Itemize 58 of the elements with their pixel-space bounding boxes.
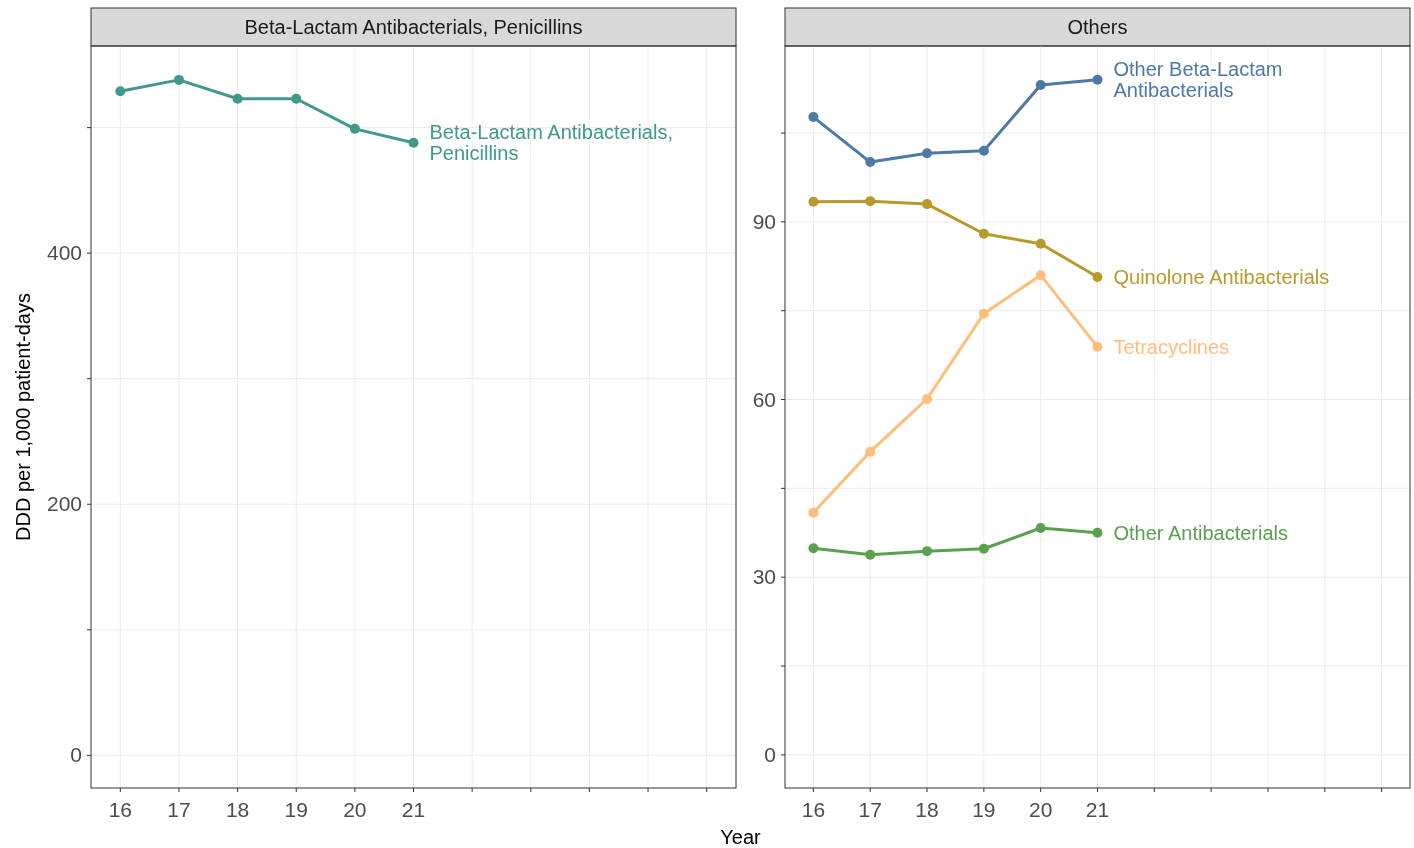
x-tick-label: 17 [167, 798, 191, 821]
series-label: Beta-Lactam Antibacterials, Penicillins [429, 121, 673, 165]
x-axis-title: Year [720, 826, 762, 848]
point [1035, 80, 1046, 91]
point [349, 123, 360, 134]
point [978, 145, 989, 156]
point [865, 549, 876, 560]
y-tick-label: 0 [70, 743, 82, 767]
point [1092, 74, 1103, 85]
point [922, 148, 933, 159]
point [1092, 527, 1103, 538]
chart-title: Beta-Lactam Antibacterials, Penicillins [244, 16, 583, 38]
point [173, 74, 184, 85]
point [115, 86, 126, 97]
point [922, 393, 933, 404]
point [865, 157, 876, 168]
y-tick-label: 0 [764, 742, 776, 766]
series-label: Tetracyclines [1113, 335, 1230, 358]
point [1092, 341, 1103, 352]
point [808, 507, 819, 518]
point [978, 543, 989, 554]
point [808, 196, 819, 207]
y-tick-label: 90 [752, 209, 776, 233]
y-tick-label: 200 [46, 492, 82, 516]
point [865, 446, 876, 457]
y-tick-label: 30 [752, 565, 776, 589]
x-tick-label: 21 [1085, 798, 1110, 821]
series-label: Other Beta-Lactam Antibacterials [1113, 58, 1283, 102]
x-tick-label: 18 [915, 798, 939, 821]
point [1035, 238, 1046, 249]
point [922, 546, 933, 557]
x-tick-label: 18 [225, 798, 250, 821]
y-axis-title: DDD per 1,000 patient-days [12, 293, 34, 541]
point [1035, 270, 1046, 281]
x-tick-label: 16 [801, 798, 826, 821]
x-tick-label: 16 [108, 798, 132, 821]
point [232, 93, 243, 104]
series-label: Quinolone Antibacterials [1113, 265, 1330, 288]
point [408, 137, 419, 148]
x-tick-label: 19 [972, 798, 996, 821]
point [291, 93, 302, 104]
point [1035, 523, 1046, 534]
point [808, 543, 819, 554]
point [922, 199, 933, 210]
series-label: Other Antibacterials [1113, 521, 1289, 544]
x-tick-label: 20 [1029, 798, 1053, 821]
point [978, 228, 989, 239]
x-tick-label: 19 [284, 798, 308, 821]
point [808, 112, 819, 123]
y-tick-label: 60 [752, 387, 776, 411]
y-tick-label: 400 [46, 241, 82, 265]
x-tick-label: 21 [401, 798, 426, 821]
x-tick-label: 17 [858, 798, 882, 821]
point [1092, 271, 1103, 282]
chart-title: Others [1067, 16, 1128, 38]
point [865, 196, 876, 207]
x-tick-label: 20 [343, 798, 367, 821]
point [978, 308, 989, 319]
